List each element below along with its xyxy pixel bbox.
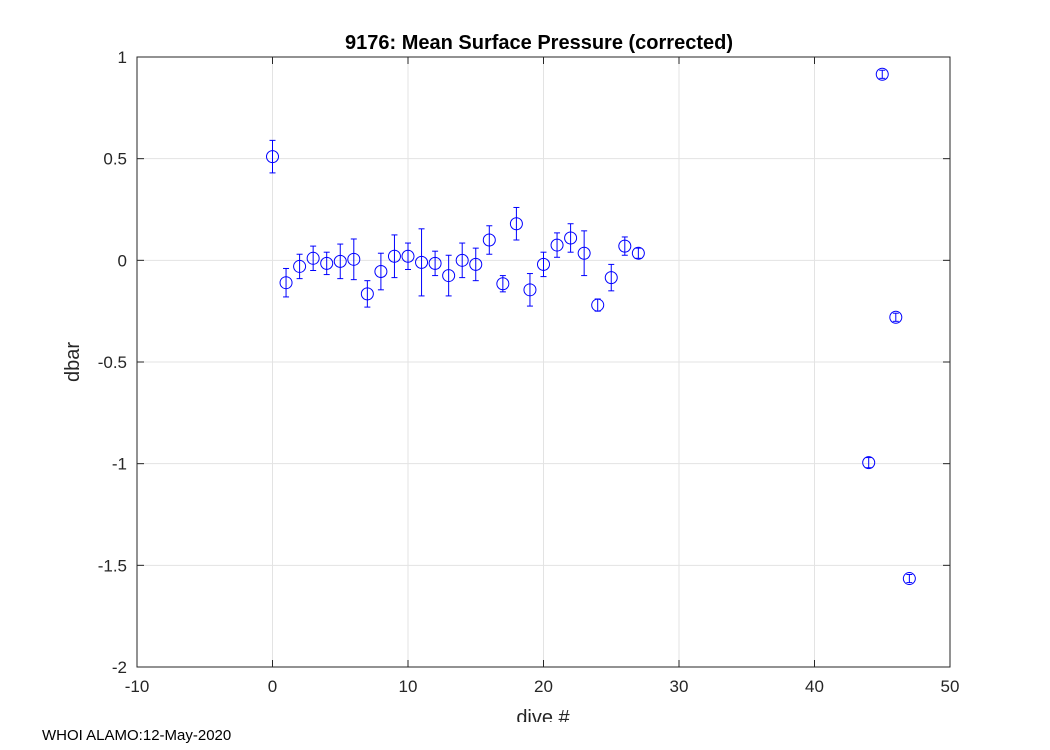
- point-marker: [401, 249, 415, 263]
- data-point: [293, 253, 307, 280]
- point-marker: [496, 277, 510, 291]
- data-point: [469, 247, 483, 282]
- grid: [137, 57, 950, 667]
- point-marker: [387, 249, 401, 263]
- data-point: [428, 250, 442, 277]
- point-marker: [889, 310, 903, 324]
- ticks: -10 0 10 20 30 40 50 -2 -1.5 -1 -0.5 0 0.5 1: [98, 48, 960, 696]
- data-point: [577, 230, 591, 277]
- point-marker: [550, 238, 564, 252]
- y-tick-label: -2: [112, 658, 127, 677]
- data-point: [455, 242, 469, 279]
- chart: -10 0 10 20 30 40 50 -2 -1.5 -1 -0.5 0 0.5 1 9176: Me…: [62, 32, 960, 729]
- x-tick-label: 50: [941, 677, 960, 696]
- data-point: [875, 67, 889, 81]
- x-tick-label: -10: [125, 677, 150, 696]
- data-point: [401, 242, 415, 270]
- data-point: [266, 139, 279, 174]
- x-axis-label: dive #: [516, 707, 570, 722]
- point-marker: [618, 239, 632, 253]
- y-tick-label: 0.5: [103, 150, 127, 169]
- y-tick-label: 1: [118, 48, 127, 67]
- point-marker: [306, 251, 320, 265]
- point-marker: [591, 298, 605, 312]
- data-point: [415, 228, 429, 297]
- point-marker: [604, 271, 618, 285]
- data-point: [889, 310, 903, 324]
- x-tick-label: 30: [670, 677, 689, 696]
- data-point: [496, 275, 510, 293]
- point-marker: [279, 276, 293, 290]
- data-point: [333, 243, 347, 280]
- y-tick-label: 0: [118, 251, 127, 270]
- data-point: [591, 298, 605, 312]
- data-point: [442, 254, 456, 297]
- point-marker: [577, 246, 591, 260]
- point-marker: [415, 255, 429, 269]
- data-point: [347, 238, 361, 281]
- point-marker: [862, 456, 876, 470]
- x-tick-label: 20: [534, 677, 553, 696]
- y-tick-label: -1.5: [98, 556, 127, 575]
- data-point: [320, 251, 334, 276]
- point-marker: [875, 67, 889, 81]
- chart-title: 9176: Mean Surface Pressure (corrected): [345, 32, 733, 54]
- y-tick-label: -1: [112, 455, 127, 474]
- data-point: [862, 456, 876, 470]
- point-marker: [266, 150, 279, 164]
- point-marker: [442, 269, 456, 283]
- point-marker: [523, 283, 537, 297]
- data-point: [387, 234, 401, 279]
- data-layer: [266, 67, 916, 586]
- data-point: [482, 225, 496, 255]
- point-marker: [455, 253, 469, 267]
- data-point: [902, 572, 916, 586]
- data-point: [279, 267, 293, 298]
- data-point: [523, 273, 537, 307]
- point-marker: [293, 259, 307, 273]
- point-marker: [482, 233, 496, 247]
- data-point: [537, 251, 550, 278]
- data-point: [550, 232, 564, 258]
- x-tick-label: 10: [399, 677, 418, 696]
- footer-credit: WHOI ALAMO:12-May-2020: [42, 727, 232, 744]
- point-marker: [374, 265, 388, 279]
- data-point: [604, 263, 618, 292]
- point-marker: [347, 252, 361, 266]
- point-marker: [428, 256, 442, 270]
- point-marker: [320, 256, 334, 270]
- point-marker: [360, 287, 374, 301]
- point-marker: [509, 217, 523, 231]
- point-marker: [564, 231, 578, 245]
- x-tick-label: 40: [805, 677, 824, 696]
- point-marker: [469, 257, 483, 271]
- x-tick-label: 0: [268, 677, 277, 696]
- data-point: [618, 236, 632, 256]
- data-point: [564, 223, 578, 253]
- data-point: [374, 252, 388, 291]
- y-axis-label: dbar: [62, 342, 84, 382]
- data-point: [360, 280, 374, 308]
- y-tick-label: -0.5: [98, 353, 127, 372]
- point-marker: [537, 257, 550, 271]
- data-point: [509, 206, 523, 241]
- point-marker: [333, 254, 347, 268]
- point-marker: [902, 572, 916, 586]
- data-point: [306, 245, 320, 271]
- point-marker: [631, 246, 645, 260]
- data-point: [631, 246, 645, 260]
